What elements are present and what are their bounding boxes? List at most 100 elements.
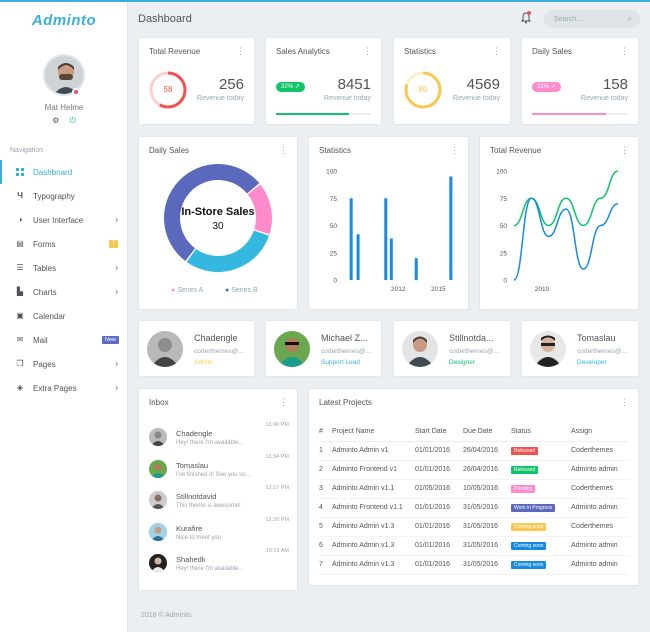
avatar xyxy=(147,331,183,367)
sidebar-item-extra-pages[interactable]: ◈ Extra Pages › xyxy=(0,376,128,400)
more-vertical-icon[interactable]: ⋮ xyxy=(279,397,288,407)
sidebar-menu: Dashboard Ч Typography ◑ User Interface › ▤… xyxy=(0,160,128,400)
profile-role: Designer xyxy=(449,359,476,366)
inbox-sender: Shahedk xyxy=(176,555,206,564)
stat-card-total-revenue: Total Revenue ⋮ 58 256 Revenue today xyxy=(138,37,255,125)
sidebar-item-forms[interactable]: ▤ Forms 7 xyxy=(0,232,128,256)
search-placeholder: Search... xyxy=(554,15,583,23)
column-header[interactable]: Start Date xyxy=(415,422,463,442)
sidebar-item-calendar[interactable]: ▣ Calendar xyxy=(0,304,128,328)
table-cell: Released xyxy=(511,441,571,461)
bar[interactable] xyxy=(384,198,388,280)
series-line xyxy=(513,197,619,281)
sidebar-item-label: Mail xyxy=(33,335,48,345)
table-row[interactable]: 3 Adminto Admin v1.1 01/05/2016 10/05/2016 P… xyxy=(319,479,629,499)
profile-role: Developer xyxy=(577,359,607,366)
profile-card[interactable]: Tomaslau coderthemes@... Developer xyxy=(521,320,639,377)
table-row[interactable]: 1 Adminto Admin v1 01/01/2016 26/04/2016 Rel… xyxy=(319,441,629,461)
more-vertical-icon[interactable]: ⋮ xyxy=(450,145,459,155)
card-title: Sales Analytics xyxy=(276,47,330,56)
sidebar-item-pages[interactable]: ❐ Pages › xyxy=(0,352,128,376)
stat-value: 4569 xyxy=(466,76,500,93)
inbox-message: This theme is awesome! xyxy=(176,503,241,509)
more-vertical-icon[interactable]: ⋮ xyxy=(620,397,629,407)
inbox-item[interactable]: Stillnotdavid This theme is awesome! 13:… xyxy=(149,485,289,521)
logo[interactable]: Adminto xyxy=(31,12,97,29)
card-title: Statistics xyxy=(404,47,437,56)
column-header[interactable]: # xyxy=(319,422,332,442)
y-tick-label: 25 xyxy=(500,250,508,257)
table-row[interactable]: 6 Adminto Admin v1.3 01/01/2016 31/05/2016 C… xyxy=(319,536,629,556)
sidebar-item-label: Charts xyxy=(33,287,57,297)
profile-card[interactable]: Chadengle coderthemes@... Admin xyxy=(138,320,255,377)
column-header[interactable]: Due Date xyxy=(463,422,511,442)
profile-card[interactable]: Stillnotda... coderthemes@... Designer xyxy=(393,320,511,377)
more-vertical-icon[interactable]: ⋮ xyxy=(620,46,629,56)
table-row[interactable]: 4 Adminto Frontend v1.1 01/01/2016 31/05/20… xyxy=(319,498,629,518)
search-input[interactable]: Search... ⌕ xyxy=(544,10,640,28)
table-cell: 01/05/2016 xyxy=(415,479,463,499)
more-vertical-icon[interactable]: ⋮ xyxy=(492,46,501,56)
stat-value: 158 xyxy=(602,76,628,93)
mail-badge: New xyxy=(101,336,119,344)
line-chart: 0 25 50 75 100 2010 xyxy=(496,169,619,293)
column-header[interactable]: Status xyxy=(511,422,571,442)
sidebar-item-typography[interactable]: Ч Typography xyxy=(0,184,128,208)
bar[interactable] xyxy=(349,198,353,280)
status-badge: Released xyxy=(511,466,539,474)
forms-badge: 7 xyxy=(109,240,118,248)
profile-card[interactable]: Michael Z... coderthemes@... Support Lea… xyxy=(265,320,382,377)
projects-table: # Project Name Start Date Due Date Status Ass… xyxy=(319,422,629,575)
progress-track xyxy=(276,113,371,115)
table-cell: 3 xyxy=(319,479,332,499)
sidebar-item-charts[interactable]: ▙ Charts › xyxy=(0,280,128,304)
bar[interactable] xyxy=(449,176,453,280)
stat-sublabel: Revenue today xyxy=(580,95,628,102)
y-tick-label: 0 xyxy=(503,278,507,285)
inbox-item[interactable]: Chadengle Hey! there I'm available... 13… xyxy=(149,422,289,458)
bar[interactable] xyxy=(389,238,393,280)
table-cell: 01/01/2016 xyxy=(415,460,463,480)
donut-slice[interactable] xyxy=(164,164,260,262)
sidebar-item-mail[interactable]: ✉ Mail New xyxy=(0,328,128,352)
table-cell: Adminto Admin v1.3 xyxy=(332,555,415,575)
table-row[interactable]: 2 Adminto Frontend v1 01/01/2016 26/04/2016… xyxy=(319,460,629,480)
bar[interactable] xyxy=(414,258,418,280)
bar[interactable] xyxy=(356,234,360,280)
nav-title: Navigation xyxy=(10,147,44,154)
growth-badge: 32% ↗ xyxy=(532,82,561,92)
table-row[interactable]: 5 Adminto Admin v1.3 01/01/2016 31/05/2016 C… xyxy=(319,517,629,537)
gear-icon[interactable]: ⚙ xyxy=(52,116,60,125)
column-header[interactable]: Assign xyxy=(571,422,629,442)
column-header[interactable]: Project Name xyxy=(332,422,415,442)
inbox-item[interactable]: Shahedk Hey! there I'm available... 10:1… xyxy=(149,548,289,584)
sidebar-item-user-interface[interactable]: ◑ User Interface › xyxy=(0,208,128,232)
table-row[interactable]: 7 Adminto Admin v1.3 01/01/2016 31/05/2016 C… xyxy=(319,555,629,575)
profile-name: Stillnotda... xyxy=(449,333,494,343)
stat-value: 256 xyxy=(218,76,244,93)
x-tick-label: 2012 xyxy=(391,286,406,293)
more-vertical-icon[interactable]: ⋮ xyxy=(279,145,288,155)
inbox-item[interactable]: Tomaslau I've finished it! See you so...… xyxy=(149,454,289,490)
donut-slice[interactable] xyxy=(247,184,272,235)
sidebar-item-tables[interactable]: ☰ Tables › xyxy=(0,256,128,280)
top-accent-line xyxy=(0,0,650,2)
progress-track xyxy=(532,113,628,115)
sidebar-item-dashboard[interactable]: Dashboard xyxy=(0,160,128,184)
inbox-item[interactable]: Kurafire Nice to meet you 12:20 PM xyxy=(149,517,289,553)
donut-slice[interactable] xyxy=(186,230,270,272)
card-title: Latest Projects xyxy=(319,398,372,407)
chevron-right-icon: › xyxy=(115,383,118,392)
more-vertical-icon[interactable]: ⋮ xyxy=(236,46,245,56)
power-icon[interactable]: ⏻ xyxy=(69,116,76,125)
mail-icon: ✉ xyxy=(16,335,24,344)
search-icon[interactable]: ⌕ xyxy=(627,14,632,23)
sidebar-item-label: User Interface xyxy=(33,215,84,225)
more-vertical-icon[interactable]: ⋮ xyxy=(620,145,629,155)
status-badge: Coming soon xyxy=(511,523,547,531)
table-cell: 01/01/2016 xyxy=(415,555,463,575)
calendar-icon: ▣ xyxy=(16,311,24,320)
more-vertical-icon[interactable]: ⋮ xyxy=(363,46,372,56)
statistics-ring-value: 80 xyxy=(418,85,428,94)
table-cell: Adminto admin xyxy=(571,536,629,556)
